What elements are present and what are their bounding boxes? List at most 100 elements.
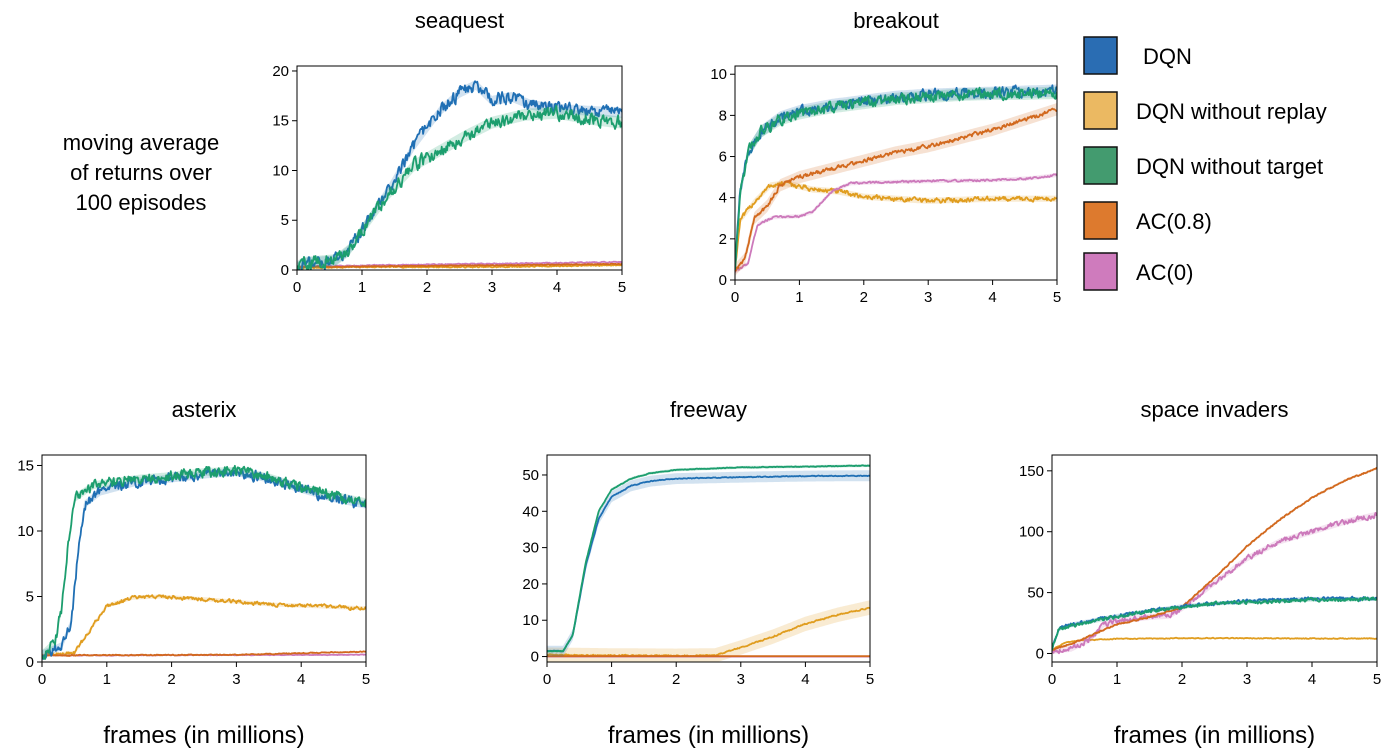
legend-label: DQN without target (1136, 154, 1323, 179)
x-tick-label: 3 (924, 289, 932, 306)
x-tick-label: 3 (1243, 671, 1251, 688)
chart-title: freeway (670, 397, 747, 422)
legend-swatch (1083, 201, 1118, 240)
legend-item-ac-0: AC(0) (1083, 252, 1193, 291)
legend-label: AC(0) (1136, 260, 1193, 285)
axes-frame (1051, 454, 1378, 663)
subplot-seaquest: seaquest 0 1 2 3 4 5 0 5 10 15 20 (272, 8, 626, 296)
x-tick-label: 4 (988, 289, 996, 306)
y-tick-label: 15 (272, 113, 289, 130)
axes-frame (734, 65, 1058, 281)
x-tick-label: 0 (543, 671, 551, 688)
x-tick-label: 4 (1308, 671, 1316, 688)
y-tick-label: 10 (522, 612, 539, 629)
subplot-space-invaders: space invaders frames (in millions) 0 1 2 3 4 5… (1019, 397, 1381, 749)
x-axis-label: frames (in millions) (103, 722, 304, 749)
y-tick-label: 100 (1019, 524, 1044, 541)
chart-title: breakout (853, 8, 939, 33)
series-line-dqn (547, 474, 870, 653)
band-ac-0-8 (735, 103, 1057, 276)
plot-area (42, 464, 366, 660)
series-line-dqn (297, 80, 622, 270)
y-tick-label: 50 (1027, 585, 1044, 602)
legend-item-dqn-without-replay: DQN without replay (1083, 91, 1327, 130)
series-line-dqn-without-replay (735, 180, 1057, 271)
band-dqn-without-replay (42, 594, 366, 658)
x-tick-label: 1 (358, 279, 366, 296)
legend-swatch (1083, 252, 1118, 291)
y-tick-label: 0 (26, 654, 34, 671)
x-tick-label: 0 (731, 289, 739, 306)
band-dqn-without-target (297, 106, 622, 270)
y-tick-label: 40 (522, 503, 539, 520)
y-tick-label: 10 (710, 66, 727, 83)
x-tick-label: 5 (1053, 289, 1061, 306)
subplot-breakout: breakout 0 1 2 3 4 5 0 2 4 6 8 10 (710, 8, 1061, 306)
legend-label: AC(0.8) (1136, 209, 1212, 234)
y-tick-label: 5 (281, 212, 289, 229)
x-tick-label: 0 (293, 279, 301, 296)
y-tick-label: 0 (531, 649, 539, 666)
x-tick-label: 0 (1048, 671, 1056, 688)
chart-title: asterix (172, 397, 237, 422)
legend-swatch (1083, 91, 1118, 130)
series-line-ac-0 (1052, 512, 1377, 655)
legend-swatch (1083, 146, 1118, 185)
y-tick-label: 0 (1036, 645, 1044, 662)
series-line-ac-0-8 (1052, 466, 1377, 651)
subplot-freeway: freeway frames (in millions) 0 1 2 3 4 5 0 10 20 30… (522, 397, 874, 749)
plot-area (547, 464, 870, 662)
x-axis-label: frames (in millions) (1114, 722, 1315, 749)
series-line-ac-0-8 (735, 107, 1057, 272)
legend-swatch (1083, 36, 1118, 75)
x-tick-label: 1 (103, 671, 111, 688)
band-dqn-without-replay (735, 180, 1057, 273)
series-line-ac-0-8 (297, 262, 622, 269)
x-tick-label: 1 (1113, 671, 1121, 688)
x-tick-label: 3 (232, 671, 240, 688)
series-line-dqn-without-target (547, 464, 870, 653)
y-tick-label: 2 (719, 231, 727, 248)
x-tick-label: 2 (167, 671, 175, 688)
y-tick-label: 0 (719, 272, 727, 289)
series-line-ac-0 (735, 173, 1057, 273)
plot-area (297, 79, 622, 270)
series-line-dqn-without-replay (42, 594, 366, 658)
y-tick-label: 20 (272, 63, 289, 80)
y-tick-label: 8 (719, 107, 727, 124)
x-tick-label: 1 (607, 671, 615, 688)
x-tick-label: 5 (618, 279, 626, 296)
ylabel-line-1: moving average (63, 130, 220, 155)
x-tick-label: 5 (362, 671, 370, 688)
x-tick-label: 2 (672, 671, 680, 688)
band-dqn-without-replay (547, 600, 870, 662)
legend: DQN DQN without replay DQN without targe… (1083, 36, 1327, 291)
axes-frame (546, 454, 871, 663)
x-axis-label: frames (in millions) (608, 722, 809, 749)
legend-label: DQN without replay (1136, 99, 1327, 124)
series-line-dqn-without-replay (1052, 636, 1377, 651)
ylabel-line-3: 100 episodes (76, 190, 207, 215)
y-tick-label: 150 (1019, 463, 1044, 480)
x-tick-label: 5 (866, 671, 874, 688)
band-dqn (547, 470, 870, 657)
ylabel-line-2: of returns over (70, 160, 212, 185)
legend-item-ac-0-8: AC(0.8) (1083, 201, 1212, 240)
x-tick-label: 4 (801, 671, 809, 688)
series-line-dqn-without-target (297, 104, 622, 270)
x-tick-label: 3 (488, 279, 496, 296)
y-tick-label: 10 (17, 523, 34, 540)
y-tick-label: 15 (17, 457, 34, 474)
x-tick-label: 3 (737, 671, 745, 688)
plot-area (735, 84, 1057, 276)
series-line-dqn-without-target (735, 86, 1057, 270)
y-tick-label: 6 (719, 149, 727, 166)
y-tick-label: 30 (522, 540, 539, 557)
y-tick-label: 5 (26, 588, 34, 605)
y-tick-label: 0 (281, 262, 289, 279)
x-tick-label: 2 (860, 289, 868, 306)
band-dqn (297, 79, 622, 270)
figure-ylabel: moving average of returns over 100 episo… (63, 130, 220, 215)
chart-title: space invaders (1141, 397, 1289, 422)
y-tick-label: 20 (522, 576, 539, 593)
